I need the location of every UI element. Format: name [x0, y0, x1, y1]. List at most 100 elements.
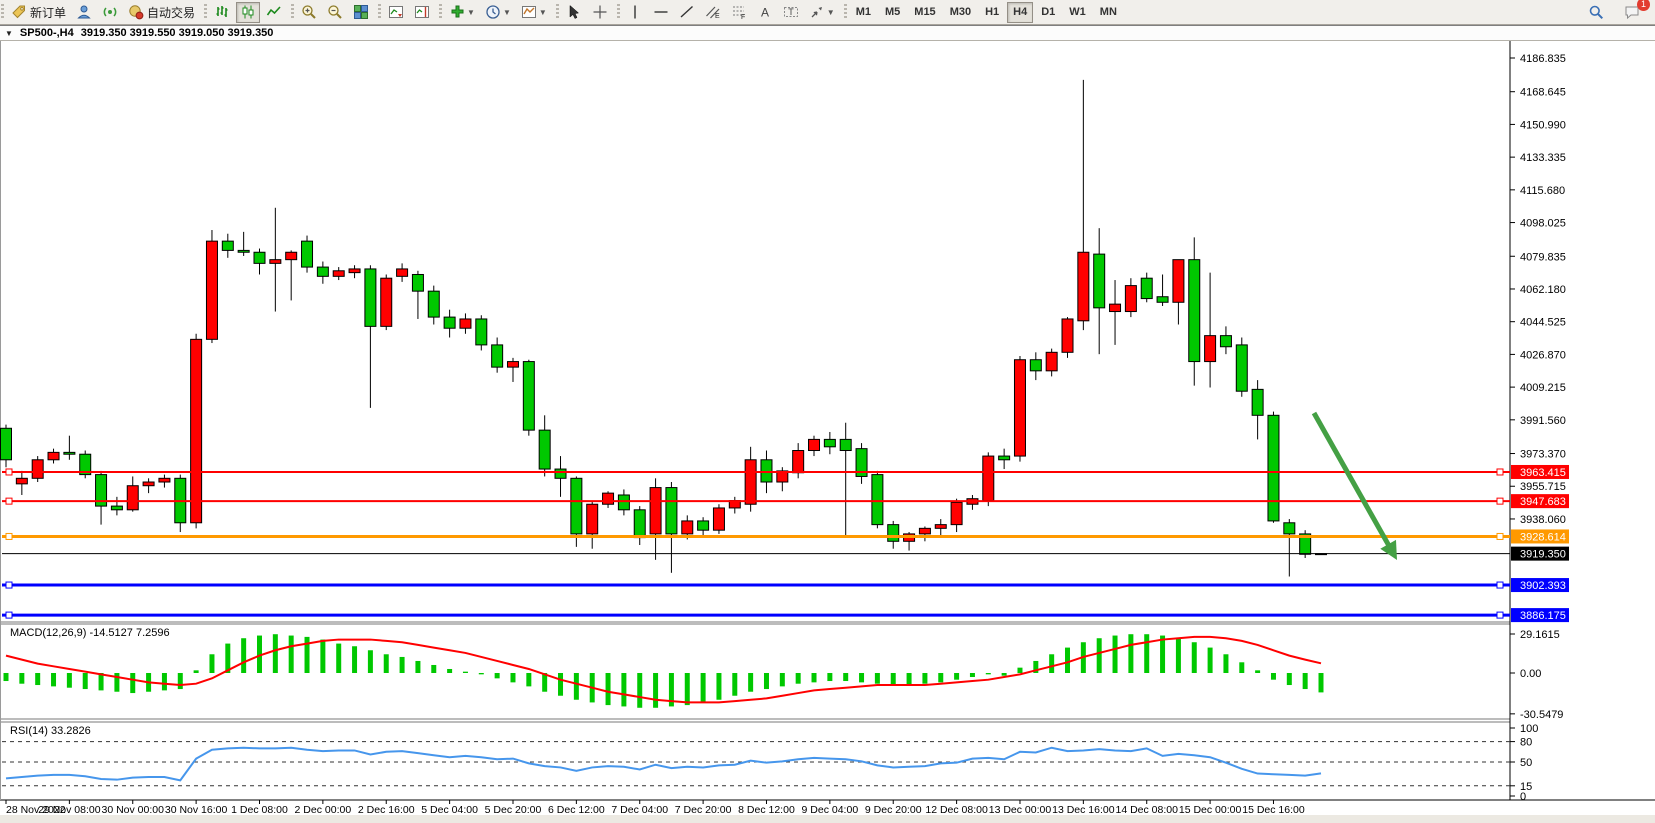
symbol-period-title: SP500-,H4 [19, 27, 74, 39]
new-order-button[interactable]: 新订单 [7, 2, 70, 23]
timeframe-button-m30[interactable]: M30 [949, 6, 972, 18]
time-tick-label: 29 Nov 08:00 [38, 804, 101, 816]
candlestick-icon [240, 4, 256, 20]
horizontal-line-button[interactable] [649, 2, 673, 23]
line-handle[interactable] [1496, 532, 1504, 540]
search-icon [1588, 4, 1604, 20]
equidistant-channel-button[interactable]: E [701, 2, 725, 23]
periods-button[interactable]: ▼ [481, 2, 515, 23]
timeframe-button-m15[interactable]: M15 [914, 6, 936, 18]
vertical-line-button[interactable] [623, 2, 647, 23]
symbol-dropdown-icon[interactable]: ▼ [5, 28, 13, 38]
macd-tick-label: 0.00 [1520, 668, 1541, 680]
timeframe-button-m5[interactable]: M5 [885, 6, 901, 18]
tile-windows-button[interactable] [349, 2, 373, 23]
text-label-button[interactable]: T [779, 2, 803, 23]
macd-series [3, 634, 1324, 708]
timeframe-button-m1[interactable]: M1 [855, 6, 871, 18]
current-price-label [1511, 546, 1569, 561]
line-handle[interactable] [5, 611, 13, 619]
toolbar-right: 1 [1583, 0, 1655, 23]
macd-signal-line [5, 635, 1322, 704]
auto-scroll-button[interactable] [384, 2, 408, 23]
price-tick-label: 4079.835 [1520, 251, 1566, 263]
timeframe-button-mn[interactable]: MN [1099, 6, 1117, 18]
label-icon: T [783, 4, 799, 20]
auto-trading-button[interactable]: 自动交易 [124, 2, 199, 23]
timeframe-button-w1[interactable]: W1 [1069, 6, 1086, 18]
templates-button[interactable]: ▼ [517, 2, 551, 23]
price-tick-label: 4044.525 [1520, 317, 1566, 329]
line-handle[interactable] [1496, 611, 1504, 619]
trendline-icon [679, 4, 695, 20]
timeframe-button-h1[interactable]: H1 [985, 6, 1000, 18]
price-line-label-text: 3928.614 [1520, 531, 1566, 543]
notifications-button[interactable]: 1 [1620, 0, 1650, 23]
cursor-icon [566, 4, 582, 20]
toolbar-group-objects: E F A T ▼ [616, 0, 843, 24]
timeframe-button-d1[interactable]: D1 [1041, 6, 1056, 18]
fibonacci-button[interactable]: F [727, 2, 751, 23]
rsi-tick-label: 0 [1520, 791, 1526, 803]
line-handle[interactable] [5, 468, 13, 476]
cursor-button[interactable] [562, 2, 586, 23]
time-tick-label: 2 Dec 00:00 [295, 804, 352, 816]
price-tick-label: 4009.215 [1520, 382, 1566, 394]
ohlc-quotes: 3919.350 3919.550 3919.050 3919.350 [80, 27, 274, 39]
line-handle[interactable] [5, 497, 13, 505]
trendline-button[interactable] [675, 2, 699, 23]
order-tag-icon [11, 4, 27, 20]
indicators-icon [449, 4, 465, 20]
price-line-label-text: 3963.415 [1520, 467, 1566, 479]
periods-icon [485, 4, 501, 20]
macd-indicator-label: MACD(12,26,9) -14.5127 7.2596 [10, 627, 170, 639]
price-line-label-text: 3886.175 [1520, 610, 1566, 622]
channel-icon: E [705, 4, 721, 20]
indicators-button[interactable]: ▼ [445, 2, 479, 23]
line-handle[interactable] [5, 581, 13, 589]
text-button[interactable]: A [753, 2, 777, 23]
chevron-down-icon[interactable]: ▼ [467, 7, 475, 17]
line-handle[interactable] [5, 532, 13, 540]
arrow-object-head[interactable] [1380, 539, 1397, 560]
chart-shift-button[interactable] [410, 2, 434, 23]
zoom-in-icon [301, 4, 317, 20]
search-button[interactable] [1584, 2, 1608, 23]
chevron-down-icon[interactable]: ▼ [826, 7, 835, 17]
line-handle[interactable] [1496, 468, 1504, 476]
chevron-down-icon[interactable]: ▼ [538, 7, 547, 17]
toolbar-group-timeframes: M1 M5 M15 M30 H1 H4 D1 W1 MN [843, 0, 1127, 24]
hline-icon [653, 4, 669, 20]
candlestick-series [0, 79, 1327, 577]
arrow-object[interactable] [1311, 411, 1393, 550]
time-tick-label: 30 Nov 00:00 [102, 804, 165, 816]
user-icon [76, 4, 92, 20]
zoom-in-button[interactable] [297, 2, 321, 23]
candlestick-button[interactable] [236, 1, 261, 23]
bar-chart-button[interactable] [210, 2, 234, 23]
line-handle[interactable] [1496, 497, 1504, 505]
timeframe-button-h4[interactable]: H4 [1007, 1, 1034, 23]
arrows-button[interactable]: ▼ [805, 2, 839, 23]
zoom-out-icon [327, 4, 343, 20]
price-tick-label: 3973.370 [1520, 449, 1566, 461]
chevron-down-icon[interactable]: ▼ [502, 7, 511, 17]
time-tick-label: 7 Dec 04:00 [611, 804, 668, 816]
toolbar-group-pointer [555, 0, 616, 24]
price-tick-label: 4186.835 [1520, 53, 1566, 65]
window-bottom-edge [0, 815, 1655, 823]
price-line-label [1511, 578, 1569, 593]
signal-button[interactable] [98, 2, 122, 23]
zoom-out-button[interactable] [323, 2, 347, 23]
line-handle[interactable] [1496, 581, 1504, 589]
price-tick-label: 4168.645 [1520, 87, 1566, 99]
line-chart-button[interactable] [262, 2, 286, 23]
profile-button[interactable] [72, 2, 96, 23]
price-line-label-text: 3947.683 [1520, 496, 1566, 508]
price-tick-label: 4026.870 [1520, 349, 1566, 361]
toolbar-group-zoom [290, 0, 377, 24]
crosshair-button[interactable] [588, 2, 612, 23]
rsi-tick-label: 100 [1520, 723, 1538, 735]
